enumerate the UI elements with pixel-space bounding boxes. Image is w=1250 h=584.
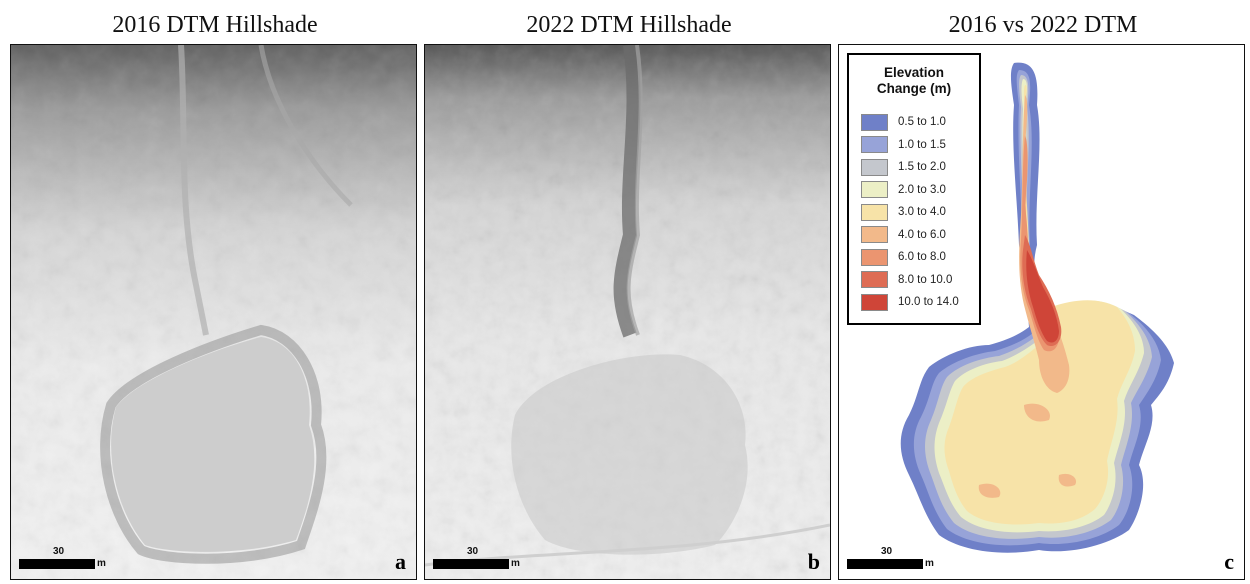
legend-item: 10.0 to 14.0 xyxy=(861,291,979,314)
panel-b-title: 2022 DTM Hillshade xyxy=(424,12,834,39)
legend-swatch xyxy=(861,249,888,266)
legend-swatch xyxy=(861,136,888,153)
scale-bar-line xyxy=(847,559,923,569)
panel-b-letter: b xyxy=(808,549,820,575)
elevation-change-legend: Elevation Change (m) 0.5 to 1.0 1.0 to 1… xyxy=(847,53,981,325)
panel-c-letter: c xyxy=(1224,549,1234,575)
legend-label: 3.0 to 4.0 xyxy=(898,206,946,218)
scale-bar-value: 30 xyxy=(53,546,64,557)
scale-bar: 30 m xyxy=(433,546,543,572)
legend-item: 1.5 to 2.0 xyxy=(861,156,979,179)
legend-swatch xyxy=(861,159,888,176)
scale-bar: 30 m xyxy=(19,546,129,572)
scale-bar-unit: m xyxy=(925,558,934,569)
panel-c-title: 2016 vs 2022 DTM xyxy=(838,12,1248,39)
panel-c-elevation-change: Elevation Change (m) 0.5 to 1.0 1.0 to 1… xyxy=(838,44,1245,580)
legend-label: 10.0 to 14.0 xyxy=(898,296,959,308)
scale-bar-unit: m xyxy=(97,558,106,569)
legend-title-line1: Elevation xyxy=(849,65,979,81)
legend-label: 8.0 to 10.0 xyxy=(898,274,952,286)
legend-label: 1.0 to 1.5 xyxy=(898,139,946,151)
legend-label: 6.0 to 8.0 xyxy=(898,251,946,263)
scale-bar-line xyxy=(19,559,95,569)
legend-item: 6.0 to 8.0 xyxy=(861,246,979,269)
panel-a-2016-hillshade: 30 m a xyxy=(10,44,417,580)
legend-item: 1.0 to 1.5 xyxy=(861,134,979,157)
panel-a-letter: a xyxy=(395,549,406,575)
legend-item: 3.0 to 4.0 xyxy=(861,201,979,224)
legend-swatch xyxy=(861,204,888,221)
legend-swatch xyxy=(861,271,888,288)
hillshade-2016-map xyxy=(11,45,416,579)
panel-a-title: 2016 DTM Hillshade xyxy=(10,12,420,39)
legend-item: 8.0 to 10.0 xyxy=(861,269,979,292)
hillshade-2022-map xyxy=(425,45,830,579)
legend-list: 0.5 to 1.0 1.0 to 1.5 1.5 to 2.0 2.0 to … xyxy=(849,111,979,314)
panel-b-2022-hillshade: 30 m b xyxy=(424,44,831,580)
legend-swatch xyxy=(861,226,888,243)
legend-item: 4.0 to 6.0 xyxy=(861,224,979,247)
legend-item: 0.5 to 1.0 xyxy=(861,111,979,134)
legend-label: 2.0 to 3.0 xyxy=(898,184,946,196)
legend-title-line2: Change (m) xyxy=(849,81,979,97)
scale-bar: 30 m xyxy=(847,546,957,572)
legend-item: 2.0 to 3.0 xyxy=(861,179,979,202)
scale-bar-unit: m xyxy=(511,558,520,569)
legend-swatch xyxy=(861,114,888,131)
legend-swatch xyxy=(861,181,888,198)
legend-label: 4.0 to 6.0 xyxy=(898,229,946,241)
legend-swatch xyxy=(861,294,888,311)
legend-label: 0.5 to 1.0 xyxy=(898,116,946,128)
scale-bar-value: 30 xyxy=(881,546,892,557)
scale-bar-value: 30 xyxy=(467,546,478,557)
scale-bar-line xyxy=(433,559,509,569)
legend-label: 1.5 to 2.0 xyxy=(898,161,946,173)
